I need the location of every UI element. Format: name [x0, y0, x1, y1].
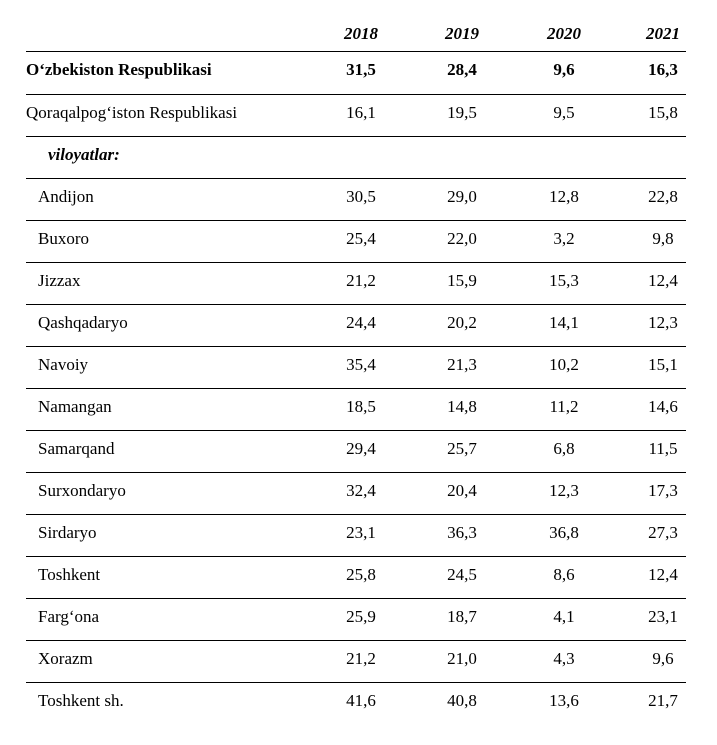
- table-row-region: Farg‘ona 25,9 18,7 4,1 23,1: [26, 599, 686, 641]
- value-cell: 21,2: [346, 270, 376, 290]
- region-name: Jizzax: [38, 270, 81, 290]
- value-cell: 32,4: [346, 480, 376, 500]
- table-row-region: Buxoro 25,4 22,0 3,2 9,8: [26, 221, 686, 263]
- value-cell: 22,0: [447, 228, 477, 248]
- region-name: Sirdaryo: [38, 522, 97, 542]
- value-cell: 12,4: [648, 270, 678, 290]
- value-cell: 19,5: [447, 102, 477, 122]
- region-name: Namangan: [38, 396, 112, 416]
- value-cell: 41,6: [346, 691, 376, 710]
- value-cell: 23,1: [648, 606, 678, 626]
- value-cell: 11,2: [549, 396, 579, 416]
- year-header-2020: 2020: [547, 24, 581, 43]
- value-cell: 13,6: [549, 691, 579, 710]
- region-name: Xorazm: [38, 648, 93, 668]
- value-cell: 3,2: [553, 228, 575, 248]
- value-cell: 15,8: [648, 102, 678, 122]
- value-cell: 25,9: [346, 606, 376, 626]
- value-cell: 6,8: [553, 438, 575, 458]
- value-cell: 21,2: [346, 648, 376, 668]
- value-cell: 22,8: [648, 186, 678, 206]
- value-cell: 15,9: [447, 270, 477, 290]
- value-cell: 9,6: [652, 648, 674, 668]
- table-row-region: Xorazm 21,2 21,0 4,3 9,6: [26, 641, 686, 683]
- year-header-2019: 2019: [445, 24, 479, 43]
- region-name: Toshkent: [38, 564, 101, 584]
- table-row-region: Toshkent 25,8 24,5 8,6 12,4: [26, 557, 686, 599]
- row-label-karakalpakstan: Qoraqalpog‘iston Respublikasi: [26, 102, 238, 122]
- table-row-karakalpakstan: Qoraqalpog‘iston Respublikasi 16,1 19,5 …: [26, 95, 686, 137]
- value-cell: 18,5: [346, 396, 376, 416]
- table-row-region: Namangan 18,5 14,8 11,2 14,6: [26, 389, 686, 431]
- value-cell: 14,8: [447, 396, 477, 416]
- table-row-region: Jizzax 21,2 15,9 15,3 12,4: [26, 263, 686, 305]
- value-cell: 15,3: [549, 270, 579, 290]
- value-cell: 9,5: [553, 102, 575, 122]
- value-cell: 11,5: [648, 438, 678, 458]
- value-cell: 29,0: [447, 186, 477, 206]
- table-row-region: Toshkent sh. 41,6 40,8 13,6 21,7: [26, 683, 686, 725]
- value-cell: 4,1: [553, 606, 575, 626]
- value-cell: 21,3: [447, 354, 477, 374]
- value-cell: 23,1: [346, 522, 376, 542]
- region-name: Buxoro: [38, 228, 89, 248]
- value-cell: 29,4: [346, 438, 376, 458]
- table-row-region: Navoiy 35,4 21,3 10,2 15,1: [26, 347, 686, 389]
- value-cell: 24,4: [346, 312, 376, 332]
- value-cell: 12,8: [549, 186, 579, 206]
- value-cell: 25,8: [346, 564, 376, 584]
- group-label: viloyatlar:: [48, 144, 120, 164]
- table-row-region: Samarqand 29,4 25,7 6,8 11,5: [26, 431, 686, 473]
- value-cell: 17,3: [648, 480, 678, 500]
- value-cell: 35,4: [346, 354, 376, 374]
- value-cell: 40,8: [447, 691, 477, 710]
- value-cell: 10,2: [549, 354, 579, 374]
- value-cell: 14,6: [648, 396, 678, 416]
- table-header-row: 2018 2019 2020 2021: [26, 10, 686, 52]
- region-name: Farg‘ona: [38, 606, 100, 626]
- value-cell: 20,2: [447, 312, 477, 332]
- value-cell: 14,1: [549, 312, 579, 332]
- statistics-table: 2018 2019 2020 2021 O‘zbekiston Respubli…: [26, 10, 686, 725]
- value-cell: 31,5: [346, 60, 376, 79]
- value-cell: 36,8: [549, 522, 579, 542]
- value-cell: 18,7: [447, 606, 477, 626]
- region-name: Navoiy: [38, 354, 89, 374]
- table-row-region: Andijon 30,5 29,0 12,8 22,8: [26, 179, 686, 221]
- value-cell: 9,6: [553, 60, 575, 79]
- value-cell: 24,5: [447, 564, 477, 584]
- value-cell: 28,4: [447, 60, 477, 79]
- value-cell: 36,3: [447, 522, 477, 542]
- value-cell: 16,3: [648, 60, 678, 79]
- table-row-group-label: viloyatlar:: [26, 137, 686, 179]
- value-cell: 12,3: [549, 480, 579, 500]
- value-cell: 20,4: [447, 480, 477, 500]
- region-name: Andijon: [38, 186, 94, 206]
- value-cell: 25,4: [346, 228, 376, 248]
- table-row-region: Sirdaryo 23,1 36,3 36,8 27,3: [26, 515, 686, 557]
- value-cell: 12,3: [648, 312, 678, 332]
- value-cell: 8,6: [553, 564, 575, 584]
- region-name: Samarqand: [38, 438, 115, 458]
- region-name: Toshkent sh.: [38, 691, 124, 710]
- value-cell: 21,7: [648, 691, 678, 710]
- region-name: Qashqadaryo: [38, 312, 128, 332]
- table-row-region: Surxondaryo 32,4 20,4 12,3 17,3: [26, 473, 686, 515]
- region-name: Surxondaryo: [38, 480, 126, 500]
- value-cell: 27,3: [648, 522, 678, 542]
- value-cell: 12,4: [648, 564, 678, 584]
- value-cell: 4,3: [553, 648, 575, 668]
- value-cell: 9,8: [652, 228, 674, 248]
- table-row-region: Qashqadaryo 24,4 20,2 14,1 12,3: [26, 305, 686, 347]
- value-cell: 25,7: [447, 438, 477, 458]
- year-header-2018: 2018: [344, 24, 378, 43]
- value-cell: 30,5: [346, 186, 376, 206]
- value-cell: 16,1: [346, 102, 376, 122]
- table-row-total: O‘zbekiston Respublikasi 31,5 28,4 9,6 1…: [26, 52, 686, 95]
- year-header-2021: 2021: [646, 24, 680, 43]
- value-cell: 21,0: [447, 648, 477, 668]
- row-label-total: O‘zbekiston Respublikasi: [26, 60, 212, 79]
- value-cell: 15,1: [648, 354, 678, 374]
